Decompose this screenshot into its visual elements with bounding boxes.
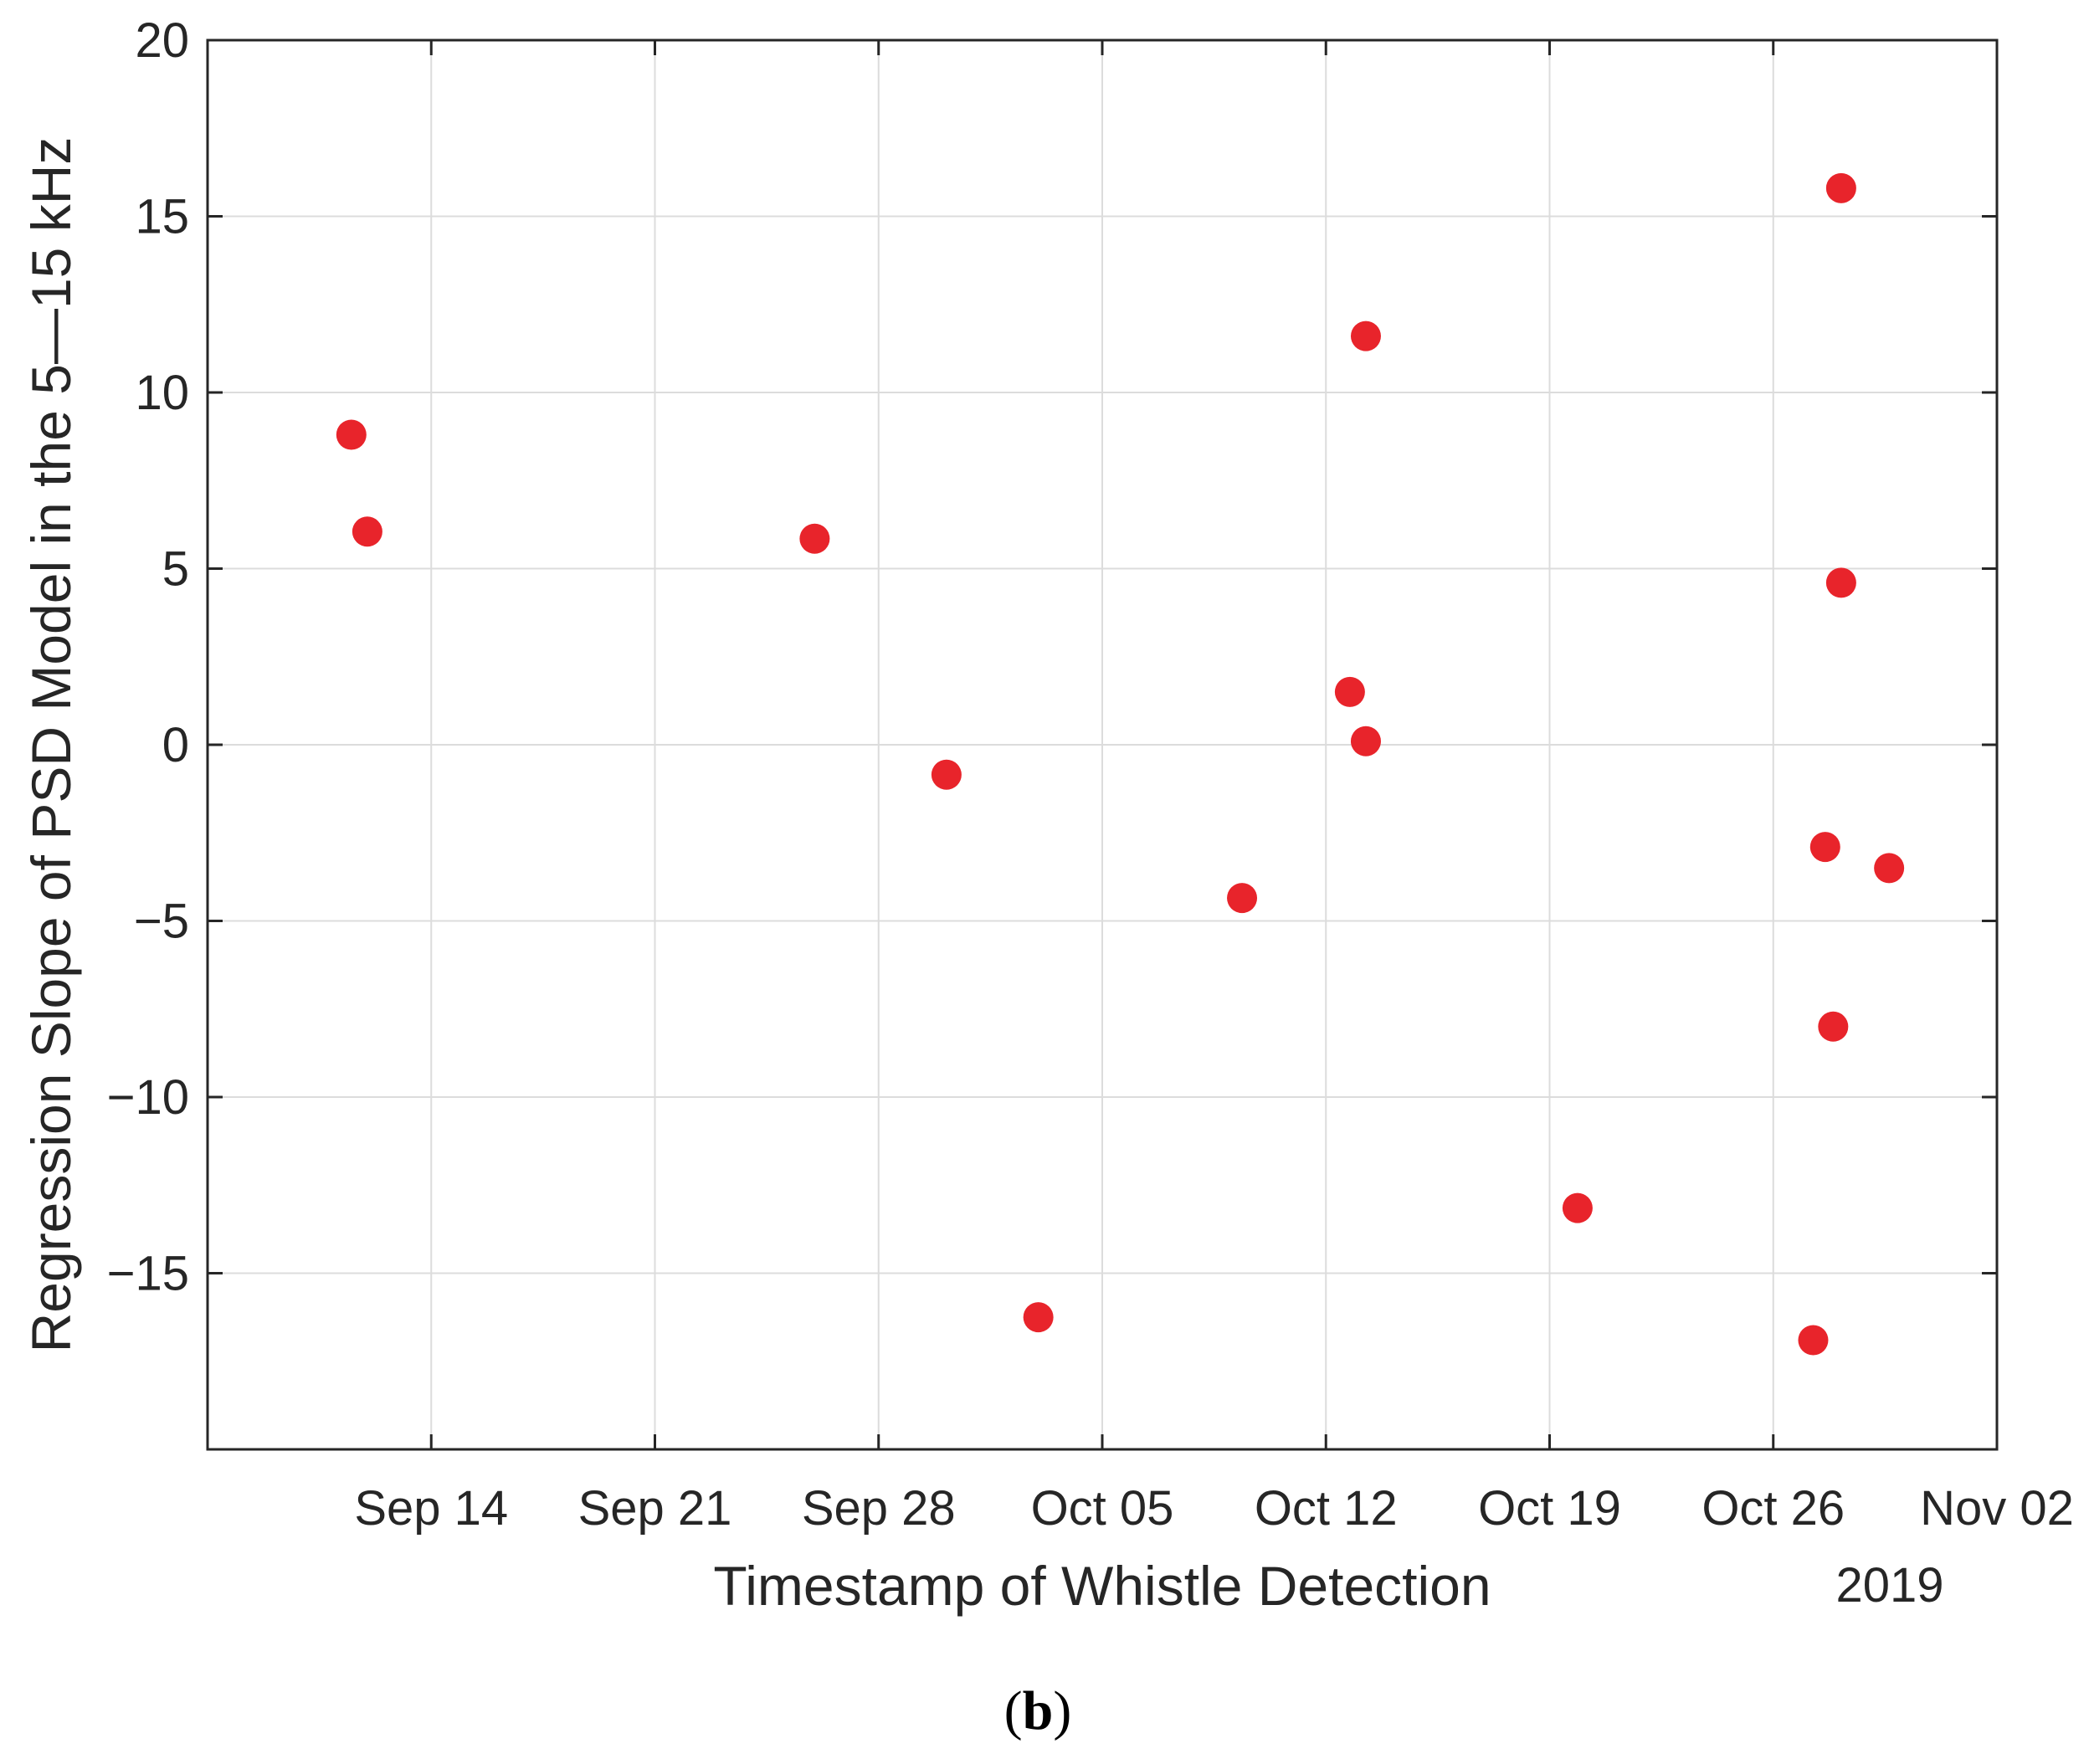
x-tick-label: Oct 19 (1478, 1481, 1621, 1536)
data-point (1825, 567, 1856, 598)
data-point (1809, 832, 1840, 863)
x-tick-label: Oct 26 (1701, 1481, 1845, 1536)
caption-letter: b (1023, 1680, 1054, 1741)
data-point (1227, 883, 1258, 914)
data-point (799, 523, 830, 554)
y-axis-label: Regression Slope of PSD Model in the 5—1… (20, 137, 82, 1353)
x-tick-label: Oct 05 (1031, 1481, 1174, 1536)
x-tick-label: Sep 21 (578, 1481, 732, 1536)
x-tick-label: Oct 12 (1255, 1481, 1398, 1536)
y-tick-label: −15 (107, 1247, 189, 1301)
y-tick-label: 0 (162, 718, 189, 772)
data-point (1334, 676, 1365, 707)
grid-lines (208, 39, 1998, 1449)
data-point (1023, 1302, 1054, 1333)
y-tick-label: 5 (162, 542, 189, 597)
y-tick-label: −5 (134, 895, 189, 949)
x-tick-label: Sep 14 (354, 1481, 508, 1536)
data-point (336, 419, 367, 450)
data-point (1350, 726, 1381, 756)
y-tick-labels: 20 15 10 5 0 −5 −10 −15 (107, 13, 189, 1301)
data-point (1818, 1011, 1849, 1042)
figure-caption: (b) (1004, 1680, 1072, 1741)
y-tick-label: 15 (135, 190, 189, 244)
y-tick-label: 20 (135, 13, 189, 68)
data-point (931, 759, 962, 790)
y-tick-label: 10 (135, 366, 189, 420)
data-point (1798, 1325, 1829, 1356)
x-axis-year-label: 2019 (1835, 1558, 1943, 1613)
caption-close-paren: ) (1053, 1680, 1071, 1741)
x-tick-label: Sep 28 (802, 1481, 956, 1536)
data-points (336, 172, 1905, 1356)
data-point (1350, 320, 1381, 351)
x-axis-label: Timestamp of Whistle Detection (713, 1555, 1491, 1617)
data-point (1825, 172, 1856, 203)
data-point (1562, 1192, 1593, 1223)
x-tick-label: Nov 02 (1920, 1481, 2074, 1536)
axis-ticks (208, 38, 1999, 1449)
x-tick-labels: Sep 14 Sep 21 Sep 28 Oct 05 Oct 12 Oct 19 Oct … (354, 1481, 2074, 1536)
y-tick-label: −10 (107, 1070, 189, 1125)
data-point (352, 516, 382, 547)
caption-open-paren: ( (1004, 1680, 1023, 1741)
data-point (1874, 853, 1905, 884)
